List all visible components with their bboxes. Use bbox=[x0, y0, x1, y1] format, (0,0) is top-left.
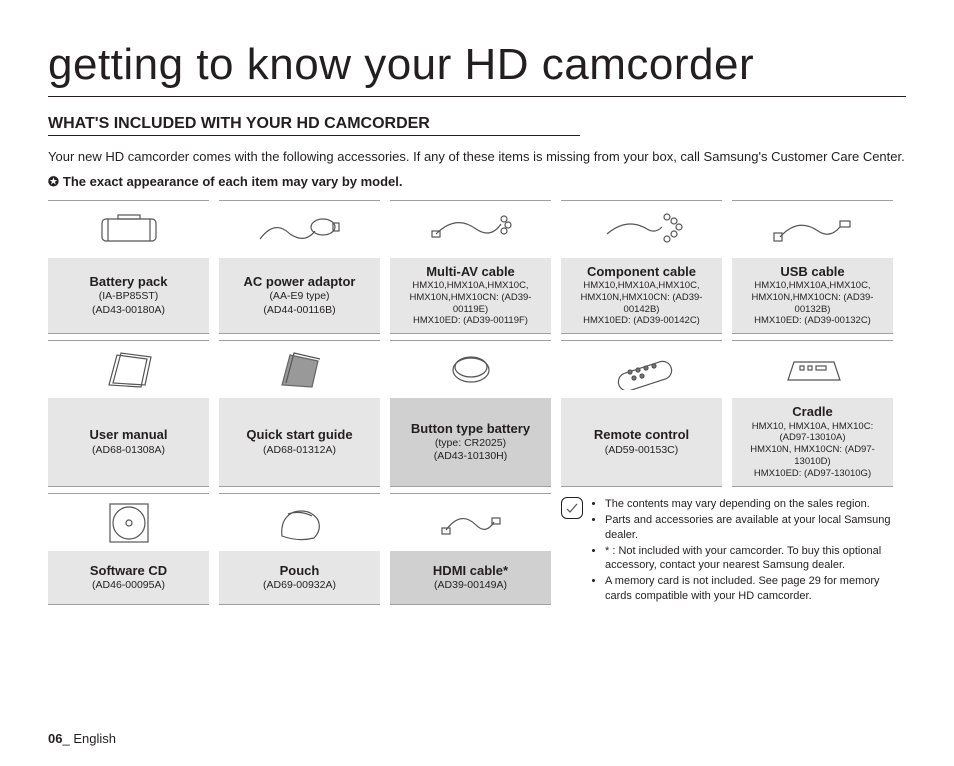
cell-hdmi: HDMI cable* (AD39-00149A) bbox=[390, 493, 551, 605]
multiav-name: Multi-AV cable bbox=[394, 264, 547, 280]
pouch-name: Pouch bbox=[223, 563, 376, 579]
component-sub2: HMX10ED: (AD39-00142C) bbox=[565, 315, 718, 327]
pouch-sub1: (AD69-00932A) bbox=[223, 579, 376, 592]
usb-icon bbox=[732, 200, 893, 258]
battery-sub2: (AD43-00180A) bbox=[52, 304, 205, 317]
ac-sub2: (AD44-00116B) bbox=[223, 304, 376, 317]
page-number: 06 bbox=[48, 731, 62, 746]
manual-sub1: (AD68-01308A) bbox=[52, 444, 205, 457]
section-title: WHAT'S INCLUDED WITH YOUR HD CAMCORDER bbox=[48, 115, 580, 136]
remote-sub1: (AD59-00153C) bbox=[565, 444, 718, 457]
button-bat-name: Button type battery bbox=[394, 421, 547, 437]
cd-name: Software CD bbox=[52, 563, 205, 579]
battery-sub1: (IA-BP85ST) bbox=[52, 290, 205, 303]
component-name: Component cable bbox=[565, 264, 718, 280]
remote-control-icon bbox=[561, 340, 722, 398]
cd-sub1: (AD46-00095A) bbox=[52, 579, 205, 592]
button-battery-icon bbox=[390, 340, 551, 398]
checkmark-icon bbox=[561, 497, 583, 519]
ac-adaptor-icon bbox=[219, 200, 380, 258]
multiav-icon bbox=[390, 200, 551, 258]
quick-sub1: (AD68-01312A) bbox=[223, 444, 376, 457]
note-item: * : Not included with your camcorder. To… bbox=[605, 544, 893, 573]
note-item: A memory card is not included. See page … bbox=[605, 574, 893, 603]
note-bullet-icon: ✪ bbox=[48, 174, 59, 190]
cell-usb: USB cable HMX10,HMX10A,HMX10C, HMX10N,HM… bbox=[732, 200, 893, 335]
row-2: User manual (AD68-01308A) Quick start gu… bbox=[48, 340, 906, 487]
cell-remote: Remote control (AD59-00153C) bbox=[561, 340, 722, 487]
cell-button-battery: Button type battery (type: CR2025) (AD43… bbox=[390, 340, 551, 487]
cell-quick: Quick start guide (AD68-01312A) bbox=[219, 340, 380, 487]
pouch-icon bbox=[219, 493, 380, 551]
cell-ac-adaptor: AC power adaptor (AA-E9 type) (AD44-0011… bbox=[219, 200, 380, 335]
software-cd-icon bbox=[48, 493, 209, 551]
button-bat-sub1: (type: CR2025) bbox=[394, 437, 547, 450]
multiav-sub1: HMX10,HMX10A,HMX10C, HMX10N,HMX10CN: (AD… bbox=[394, 280, 547, 316]
intro-text: Your new HD camcorder comes with the fol… bbox=[48, 148, 906, 166]
note-item: Parts and accessories are available at y… bbox=[605, 513, 893, 542]
hdmi-cable-icon bbox=[390, 493, 551, 551]
cell-cradle: Cradle HMX10, HMX10A, HMX10C: (AD97-1301… bbox=[732, 340, 893, 487]
remote-name: Remote control bbox=[565, 427, 718, 443]
accessories-grid: Battery pack (IA-BP85ST) (AD43-00180A) A… bbox=[48, 200, 906, 605]
cell-component: Component cable HMX10,HMX10A,HMX10C, HMX… bbox=[561, 200, 722, 335]
cell-pouch: Pouch (AD69-00932A) bbox=[219, 493, 380, 605]
row-3: Software CD (AD46-00095A) Pouch (AD69-00… bbox=[48, 493, 906, 605]
button-bat-sub2: (AD43-10130H) bbox=[394, 450, 547, 463]
note-text: The exact appearance of each item may va… bbox=[63, 174, 403, 189]
notes-list: The contents may vary depending on the s… bbox=[591, 497, 893, 605]
battery-pack-icon bbox=[48, 200, 209, 258]
usb-sub1: HMX10,HMX10A,HMX10C, HMX10N,HMX10CN: (AD… bbox=[736, 280, 889, 316]
component-sub1: HMX10,HMX10A,HMX10C, HMX10N,HMX10CN: (AD… bbox=[565, 280, 718, 316]
user-manual-icon bbox=[48, 340, 209, 398]
cradle-name: Cradle bbox=[736, 404, 889, 420]
note-item: The contents may vary depending on the s… bbox=[605, 497, 893, 511]
cell-battery-pack: Battery pack (IA-BP85ST) (AD43-00180A) bbox=[48, 200, 209, 335]
multiav-sub2: HMX10ED: (AD39-00119F) bbox=[394, 315, 547, 327]
quick-name: Quick start guide bbox=[223, 427, 376, 443]
ac-name: AC power adaptor bbox=[223, 274, 376, 290]
row-1: Battery pack (IA-BP85ST) (AD43-00180A) A… bbox=[48, 200, 906, 335]
cradle-sub3: HMX10ED: (AD97-13010G) bbox=[736, 468, 889, 480]
battery-name: Battery pack bbox=[52, 274, 205, 290]
cell-cd: Software CD (AD46-00095A) bbox=[48, 493, 209, 605]
manual-name: User manual bbox=[52, 427, 205, 443]
page-title: getting to know your HD camcorder bbox=[48, 40, 906, 97]
page-language: English bbox=[73, 731, 116, 746]
usb-name: USB cable bbox=[736, 264, 889, 280]
ac-sub1: (AA-E9 type) bbox=[223, 290, 376, 303]
cradle-sub1: HMX10, HMX10A, HMX10C: (AD97-13010A) bbox=[736, 421, 889, 445]
appearance-note: ✪ The exact appearance of each item may v… bbox=[48, 174, 906, 190]
cell-multiav: Multi-AV cable HMX10,HMX10A,HMX10C, HMX1… bbox=[390, 200, 551, 335]
page-footer: 06_ English bbox=[48, 731, 116, 746]
cradle-icon bbox=[732, 340, 893, 398]
quick-start-icon bbox=[219, 340, 380, 398]
usb-sub2: HMX10ED: (AD39-00132C) bbox=[736, 315, 889, 327]
cell-manual: User manual (AD68-01308A) bbox=[48, 340, 209, 487]
component-icon bbox=[561, 200, 722, 258]
hdmi-name: HDMI cable* bbox=[394, 563, 547, 579]
hdmi-sub1: (AD39-00149A) bbox=[394, 579, 547, 592]
notes-block: The contents may vary depending on the s… bbox=[561, 493, 893, 605]
cradle-sub2: HMX10N, HMX10CN: (AD97-13010D) bbox=[736, 444, 889, 468]
